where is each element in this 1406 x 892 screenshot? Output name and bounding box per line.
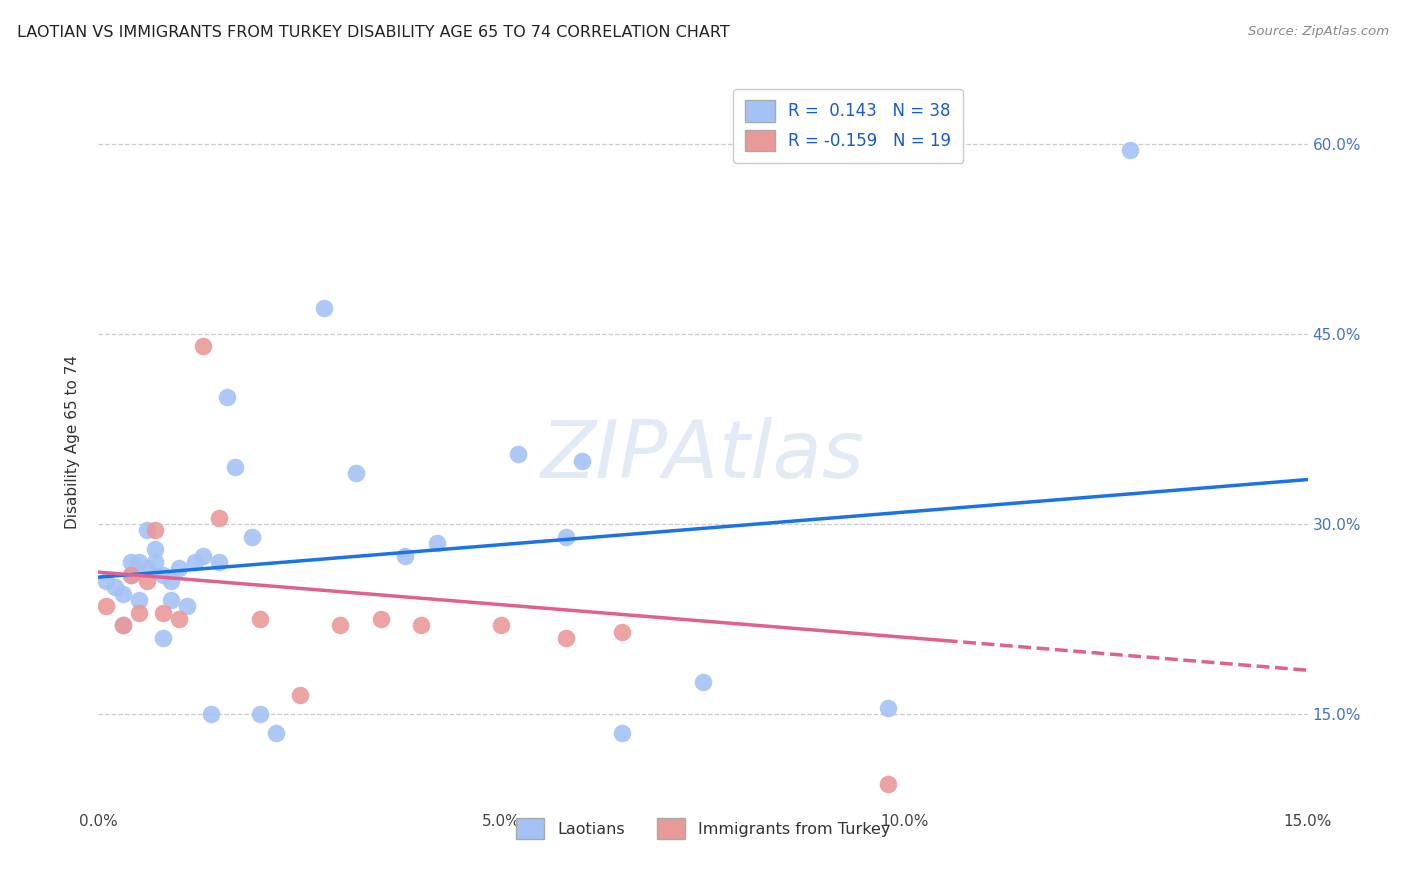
Y-axis label: Disability Age 65 to 74: Disability Age 65 to 74: [65, 354, 80, 529]
Point: [111, 618, 134, 632]
Point: [224, 459, 246, 474]
Point: [555, 631, 578, 645]
Point: [200, 707, 222, 722]
Point: [143, 542, 166, 557]
Point: [370, 612, 392, 626]
Point: [135, 561, 157, 575]
Point: [111, 587, 134, 601]
Point: [152, 567, 174, 582]
Point: [160, 593, 183, 607]
Point: [409, 618, 432, 632]
Point: [193, 339, 215, 353]
Point: [111, 618, 134, 632]
Point: [120, 567, 142, 582]
Point: [877, 700, 900, 714]
Point: [103, 580, 125, 594]
Legend: Laotians, Immigrants from Turkey: Laotians, Immigrants from Turkey: [509, 812, 897, 846]
Point: [240, 530, 263, 544]
Point: [135, 523, 157, 537]
Point: [135, 574, 157, 588]
Point: [249, 612, 271, 626]
Point: [329, 618, 352, 632]
Point: [555, 530, 578, 544]
Point: [152, 606, 174, 620]
Point: [143, 523, 166, 537]
Point: [120, 567, 142, 582]
Point: [208, 510, 231, 524]
Point: [264, 726, 287, 740]
Point: [143, 555, 166, 569]
Point: [160, 574, 183, 588]
Point: [877, 777, 900, 791]
Point: [167, 612, 190, 626]
Point: [167, 561, 190, 575]
Point: [208, 555, 231, 569]
Point: [193, 549, 215, 563]
Point: [120, 555, 142, 569]
Point: [152, 631, 174, 645]
Point: [692, 675, 714, 690]
Point: [288, 688, 311, 702]
Point: [128, 593, 150, 607]
Point: [394, 549, 416, 563]
Text: Source: ZipAtlas.com: Source: ZipAtlas.com: [1249, 25, 1389, 38]
Text: LAOTIAN VS IMMIGRANTS FROM TURKEY DISABILITY AGE 65 TO 74 CORRELATION CHART: LAOTIAN VS IMMIGRANTS FROM TURKEY DISABI…: [17, 25, 730, 40]
Point: [128, 555, 150, 569]
Point: [1119, 143, 1142, 157]
Point: [344, 467, 367, 481]
Point: [184, 555, 207, 569]
Point: [612, 624, 634, 639]
Point: [612, 726, 634, 740]
Point: [506, 447, 529, 461]
Text: ZIPAtlas: ZIPAtlas: [541, 417, 865, 495]
Point: [176, 599, 198, 614]
Point: [96, 574, 118, 588]
Point: [314, 301, 336, 316]
Point: [426, 536, 449, 550]
Point: [217, 390, 239, 404]
Point: [249, 707, 271, 722]
Point: [128, 606, 150, 620]
Point: [491, 618, 513, 632]
Point: [571, 453, 593, 467]
Point: [96, 599, 118, 614]
